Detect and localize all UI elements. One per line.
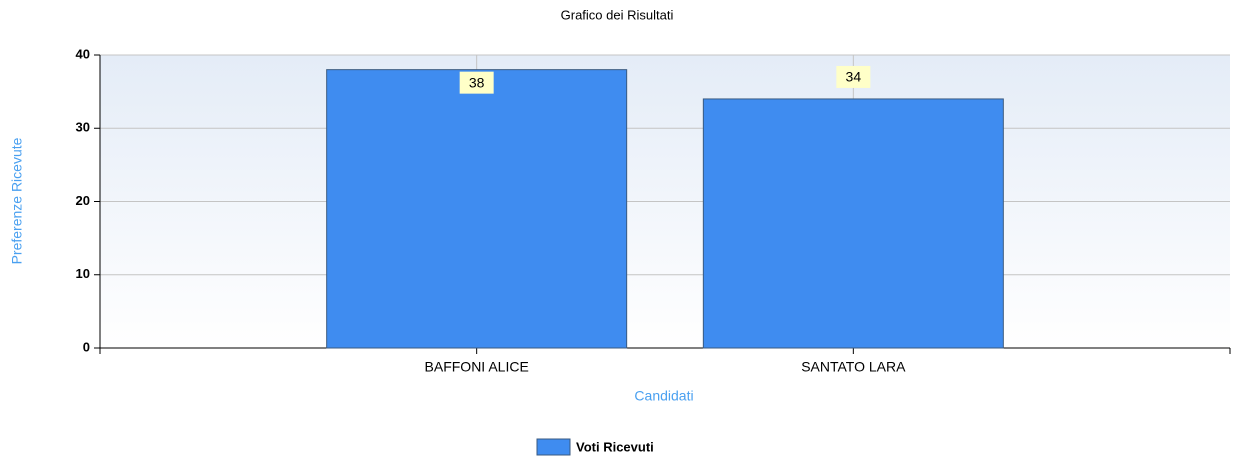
y-tick-label: 10 xyxy=(76,266,90,281)
y-axis-label: Preferenze Ricevute xyxy=(9,137,25,264)
legend-label: Voti Ricevuti xyxy=(576,439,654,454)
value-label: 38 xyxy=(469,74,485,90)
y-tick-label: 20 xyxy=(76,193,90,208)
y-tick-label: 40 xyxy=(76,46,90,61)
y-tick-label: 0 xyxy=(83,339,90,354)
x-tick-label: BAFFONI ALICE xyxy=(425,359,529,375)
y-tick-label: 30 xyxy=(76,120,90,135)
bar xyxy=(702,98,1004,349)
bar xyxy=(326,69,628,349)
value-label-box xyxy=(836,65,871,88)
legend-swatch xyxy=(536,438,571,456)
chart-title: Grafico dei Risultati xyxy=(561,7,674,22)
value-label: 34 xyxy=(846,69,862,85)
value-label-box xyxy=(459,71,494,94)
x-axis-label: Candidati xyxy=(634,388,693,404)
x-tick-label: SANTATO LARA xyxy=(801,359,906,375)
